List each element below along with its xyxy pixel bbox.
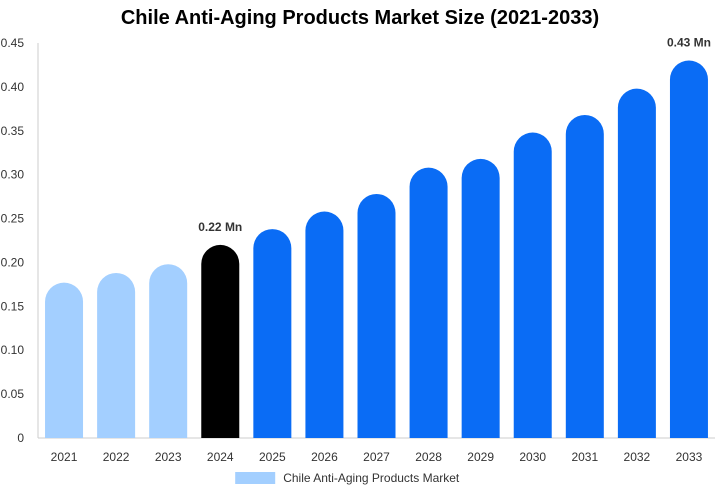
data-label-2024: 0.22 Mn [198,220,242,234]
x-tick-label: 2023 [155,450,182,464]
bar-2027 [357,193,396,438]
bar-2029 [461,158,500,438]
y-tick-label: 0.30 [1,168,25,182]
x-tick-label: 2022 [103,450,130,464]
legend-swatch [235,472,276,484]
x-tick-label: 2024 [207,450,234,464]
y-tick-label: 0.40 [1,80,25,94]
bar-2023 [149,264,188,438]
bar-2031 [565,114,604,438]
y-tick-label: 0.45 [1,36,25,50]
x-tick-label: 2026 [311,450,338,464]
x-tick-label: 2032 [624,450,651,464]
y-tick-label: 0.10 [1,343,25,357]
bar-2032 [617,88,656,439]
y-tick-label: 0.25 [1,212,25,226]
x-tick-label: 2029 [467,450,494,464]
bar-2030 [513,132,552,439]
bar-2025 [253,229,292,438]
bar-2026 [305,211,344,438]
data-label-2033: 0.43 Mn [667,36,711,50]
legend-label: Chile Anti-Aging Products Market [283,471,460,485]
x-tick-label: 2031 [571,450,598,464]
bar-2028 [409,167,448,438]
bar-2033 [669,60,708,438]
bar-2022 [97,272,136,438]
bar-2024 [201,244,240,438]
y-tick-label: 0.20 [1,255,25,269]
y-tick-label: 0 [17,431,24,445]
chart-title: Chile Anti-Aging Products Market Size (2… [120,7,600,29]
x-tick-label: 2028 [415,450,442,464]
x-tick-label: 2021 [51,450,78,464]
bar-2021 [45,282,84,438]
x-tick-label: 2030 [519,450,546,464]
x-tick-label: 2027 [363,450,390,464]
y-tick-label: 0.35 [1,124,25,138]
x-tick-label: 2025 [259,450,286,464]
y-tick-label: 0.15 [1,299,25,313]
x-tick-label: 2033 [676,450,703,464]
y-tick-label: 0.05 [1,387,25,401]
